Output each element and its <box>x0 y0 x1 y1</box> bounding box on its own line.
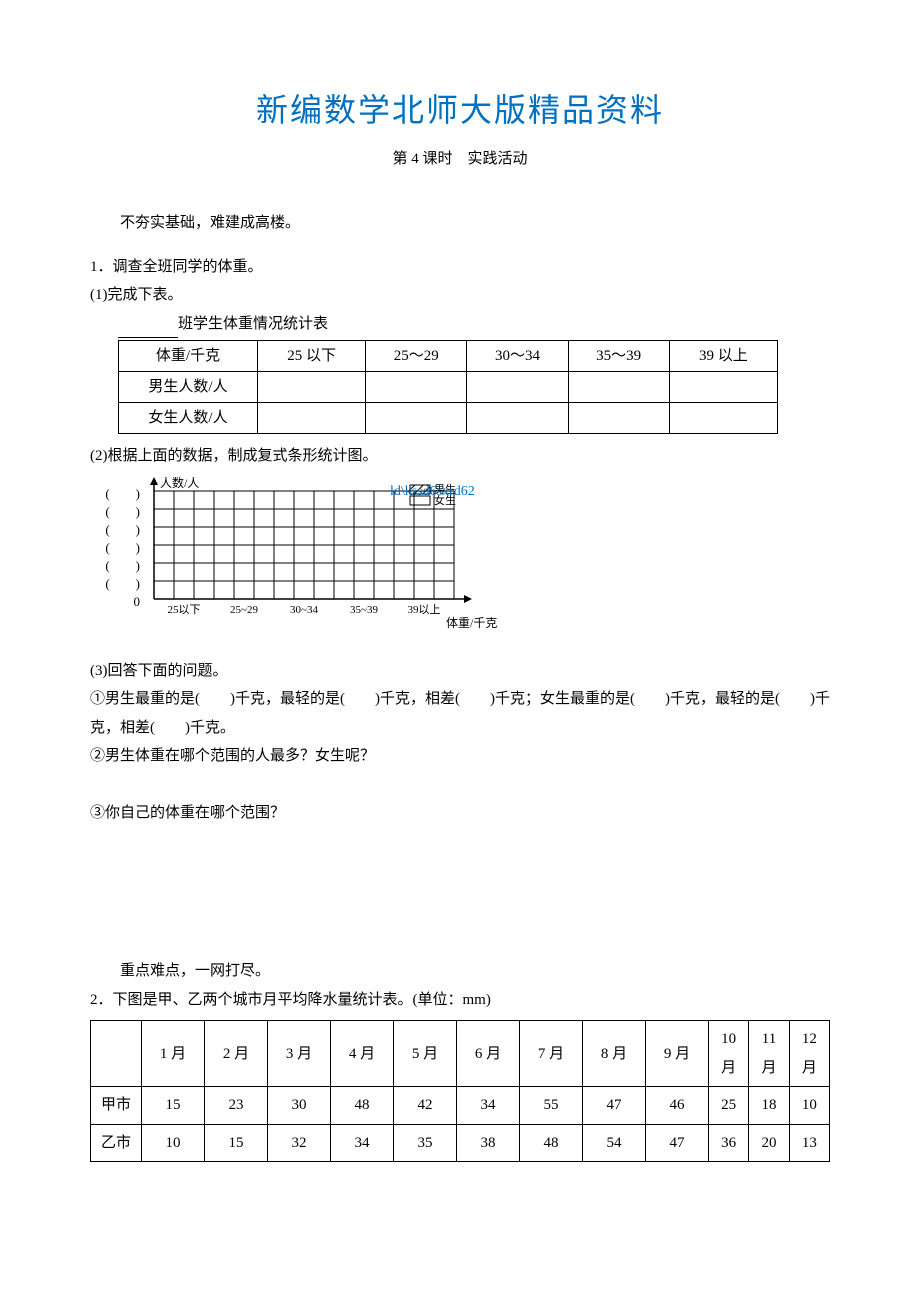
value-cell: 10 <box>142 1124 205 1162</box>
value-cell: 47 <box>646 1124 709 1162</box>
page-subtitle: 第 4 课时 实践活动 <box>90 145 830 174</box>
q1-p1: (1)完成下表。 <box>90 281 830 310</box>
value-cell: 15 <box>205 1124 268 1162</box>
table-row: 女生人数/人 <box>119 403 778 434</box>
value-cell: 35 <box>394 1124 457 1162</box>
col-header: 39 以上 <box>669 341 777 372</box>
value-cell: 25 <box>709 1087 749 1125</box>
cell[interactable] <box>467 372 568 403</box>
table-row: 甲市152330484234554746251810 <box>91 1087 830 1125</box>
value-cell: 47 <box>583 1087 646 1125</box>
value-cell: 30 <box>268 1087 331 1125</box>
table-row: 男生人数/人 <box>119 372 778 403</box>
cell[interactable] <box>568 403 669 434</box>
value-cell: 10 <box>789 1087 829 1125</box>
table-row: 乙市101532343538485447362013 <box>91 1124 830 1162</box>
value-cell: 46 <box>646 1087 709 1125</box>
value-cell: 13 <box>789 1124 829 1162</box>
col-header: 35～39 <box>568 341 669 372</box>
rainfall-table: 1 月2 月3 月4 月5 月6 月7 月8 月9 月10月11月12月 甲市1… <box>90 1020 830 1162</box>
blank-classname[interactable] <box>118 321 178 339</box>
month-header: 11月 <box>749 1021 789 1087</box>
value-cell: 42 <box>394 1087 457 1125</box>
value-cell: 23 <box>205 1087 268 1125</box>
month-header: 8 月 <box>583 1021 646 1087</box>
cell[interactable] <box>467 403 568 434</box>
svg-text:25以下: 25以下 <box>168 604 201 616</box>
month-header: 9 月 <box>646 1021 709 1087</box>
value-cell: 34 <box>331 1124 394 1162</box>
value-cell: 38 <box>457 1124 520 1162</box>
cell[interactable] <box>669 372 777 403</box>
q1-sub1: ①男生最重的是( )千克，最轻的是( )千克，相差( )千克；女生最重的是( )… <box>90 685 830 742</box>
cell[interactable] <box>669 403 777 434</box>
svg-text:体重/千克: 体重/千克 <box>446 616 497 630</box>
q1-p2: (2)根据上面的数据，制成复式条形统计图。 <box>90 442 830 471</box>
month-header: 2 月 <box>205 1021 268 1087</box>
cell[interactable] <box>258 403 366 434</box>
value-cell: 48 <box>331 1087 394 1125</box>
value-cell: 36 <box>709 1124 749 1162</box>
cell[interactable] <box>568 372 669 403</box>
table-row: 1 月2 月3 月4 月5 月6 月7 月8 月9 月10月11月12月 <box>91 1021 830 1087</box>
y-tick-label: 0 <box>90 590 140 615</box>
month-header: 7 月 <box>520 1021 583 1087</box>
value-cell: 15 <box>142 1087 205 1125</box>
month-header: 3 月 <box>268 1021 331 1087</box>
row-label: 女生人数/人 <box>119 403 258 434</box>
city-label: 乙市 <box>91 1124 142 1162</box>
cell[interactable] <box>366 372 467 403</box>
svg-text:35~39: 35~39 <box>350 604 378 616</box>
month-header: 10月 <box>709 1021 749 1087</box>
q1-sub3: ③你自己的体重在哪个范围？ <box>90 799 830 828</box>
month-header: 5 月 <box>394 1021 457 1087</box>
table-row: 体重/千克 25 以下 25～29 30～34 35～39 39 以上 <box>119 341 778 372</box>
q1-heading: 1．调查全班同学的体重。 <box>90 253 830 282</box>
blank-space <box>90 771 830 799</box>
corner-cell <box>91 1021 142 1087</box>
value-cell: 55 <box>520 1087 583 1125</box>
spacer <box>90 827 830 957</box>
section2-intro: 重点难点，一网打尽。 <box>90 957 830 986</box>
value-cell: 18 <box>749 1087 789 1125</box>
col-header: 体重/千克 <box>119 341 258 372</box>
month-header: 12月 <box>789 1021 829 1087</box>
watermark-text: ld\kssd6sxrd62 <box>390 479 475 506</box>
month-header: 6 月 <box>457 1021 520 1087</box>
q2-heading: 2．下图是甲、乙两个城市月平均降水量统计表。(单位：mm) <box>90 986 830 1015</box>
svg-text:人数/人: 人数/人 <box>160 477 199 490</box>
row-label: 男生人数/人 <box>119 372 258 403</box>
month-header: 4 月 <box>331 1021 394 1087</box>
month-header: 1 月 <box>142 1021 205 1087</box>
weight-table: 体重/千克 25 以下 25～29 30～34 35～39 39 以上 男生人数… <box>118 340 778 434</box>
svg-text:39以上: 39以上 <box>408 603 441 616</box>
value-cell: 48 <box>520 1124 583 1162</box>
cell[interactable] <box>258 372 366 403</box>
bar-chart-template: ( )( )( )( )( )( )0 人数/人体重/千克25以下25~2930… <box>90 477 830 647</box>
table1-caption-text: 班学生体重情况统计表 <box>178 316 328 332</box>
q1-sub2: ②男生体重在哪个范围的人最多？女生呢？ <box>90 742 830 771</box>
col-header: 25 以下 <box>258 341 366 372</box>
svg-text:25~29: 25~29 <box>230 604 258 616</box>
value-cell: 54 <box>583 1124 646 1162</box>
intro-text: 不夯实基础，难建成高楼。 <box>90 209 830 238</box>
svg-text:30~34: 30~34 <box>290 604 318 616</box>
cell[interactable] <box>366 403 467 434</box>
q1-p3: (3)回答下面的问题。 <box>90 657 830 686</box>
col-header: 25～29 <box>366 341 467 372</box>
value-cell: 34 <box>457 1087 520 1125</box>
page-title: 新编数学北师大版精品资料 <box>90 80 830 141</box>
city-label: 甲市 <box>91 1087 142 1125</box>
table1-caption: 班学生体重情况统计表 <box>118 310 830 339</box>
value-cell: 32 <box>268 1124 331 1162</box>
col-header: 30～34 <box>467 341 568 372</box>
value-cell: 20 <box>749 1124 789 1162</box>
